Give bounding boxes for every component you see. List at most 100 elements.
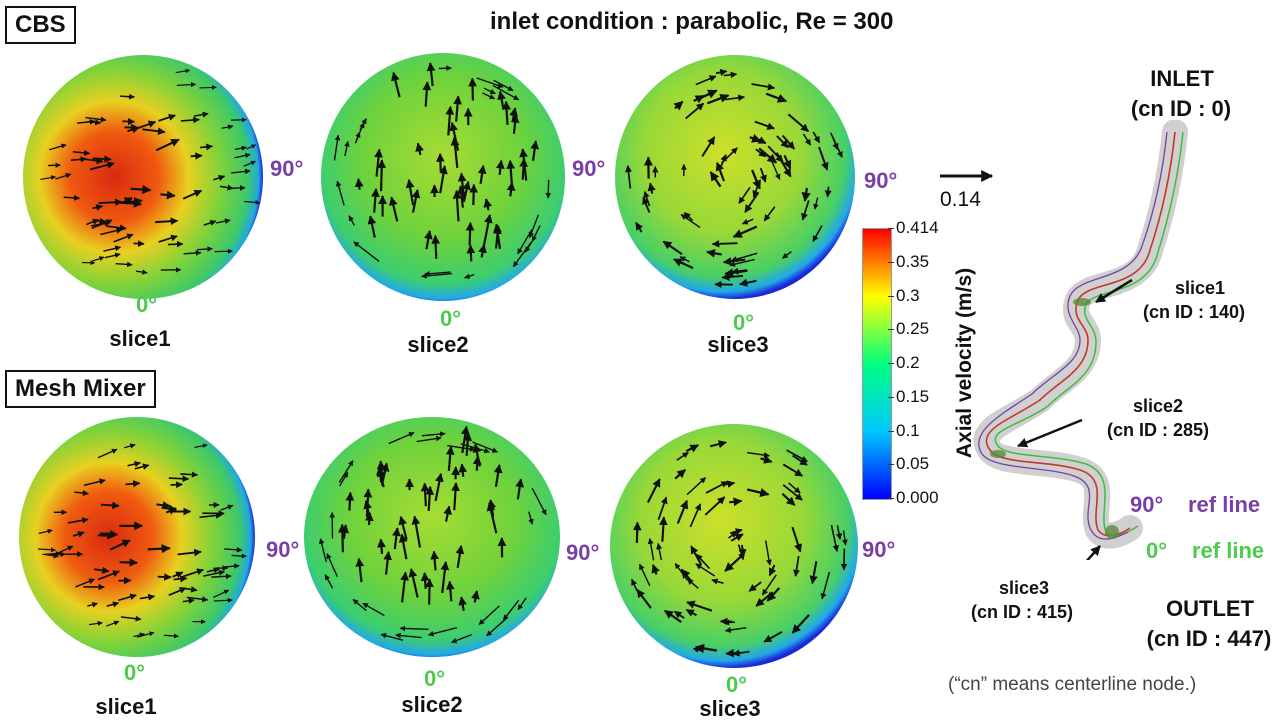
velocity-arrow <box>158 577 171 578</box>
meshmixer-slice2-disc <box>300 410 565 665</box>
colorbar-tick: 0.35 <box>896 252 929 272</box>
velocity-arrow <box>381 539 382 553</box>
velocity-arrow <box>131 189 151 190</box>
velocity-arrow <box>100 533 117 534</box>
mm-slice2-zero-deg: 0° <box>424 666 445 692</box>
velocity-arrow <box>231 555 246 556</box>
velocity-arrow <box>506 102 507 125</box>
velocity-arrow <box>470 245 471 261</box>
velocity-arrow <box>435 236 436 259</box>
ref0-angle: 0° <box>1146 538 1167 564</box>
colorbar-tick-mark <box>888 464 894 465</box>
velocity-arrow <box>729 501 741 502</box>
colorbar-tick: 0.25 <box>896 319 929 339</box>
row-label-mesh-mixer: Mesh Mixer <box>5 370 156 408</box>
inlet-id: (cn ID : 0) <box>1106 96 1256 122</box>
colorbar <box>862 228 892 500</box>
mm-slice1-label: slice1 <box>56 694 196 720</box>
mm-slice2-label: slice2 <box>362 692 502 718</box>
colorbar-tick-mark <box>888 431 894 432</box>
colorbar-tick-mark <box>888 262 894 263</box>
velocity-arrow <box>473 185 474 205</box>
cbs-slice1-ninety-deg: 90° <box>270 156 303 182</box>
velocity-arrow <box>440 154 441 171</box>
vessel-slice2-label: slice2 <box>1118 396 1198 417</box>
vessel-slice3-id: (cn ID : 415) <box>952 602 1092 623</box>
velocity-arrow <box>155 221 177 222</box>
velocity-arrow <box>98 535 114 536</box>
outlet-label: OUTLET <box>1140 596 1280 622</box>
cbs-slice3-disc <box>610 52 860 302</box>
colorbar-tick-mark <box>888 329 894 330</box>
colorbar-tick-mark <box>888 397 894 398</box>
vessel-slice3-label: slice3 <box>984 578 1064 599</box>
cbs-slice1-zero-deg: 0° <box>136 292 157 318</box>
velocity-arrow <box>199 87 216 88</box>
mm-slice1-zero-deg: 0° <box>124 660 145 686</box>
velocity-arrow <box>169 478 189 479</box>
velocity-arrow <box>214 600 232 601</box>
colorbar-tick-mark <box>888 296 894 297</box>
colorbar-tick: 0.414 <box>896 218 939 238</box>
colorbar-tick: 0.2 <box>896 353 920 373</box>
mm-slice3-label: slice3 <box>660 696 800 722</box>
colorbar-tick: 0.3 <box>896 286 920 306</box>
velocity-arrow <box>425 483 426 506</box>
vessel-slice1-id: (cn ID : 140) <box>1124 302 1264 323</box>
velocity-arrow <box>472 78 473 100</box>
cbs-slice1-disc <box>18 52 268 302</box>
velocity-arrow <box>828 187 829 197</box>
velocity-arrow <box>434 551 436 570</box>
velocity-arrow <box>470 223 471 246</box>
mm-slice2-ninety-deg: 90° <box>566 540 599 566</box>
velocity-arrow <box>462 464 463 476</box>
velocity-arrow <box>349 493 350 511</box>
vessel-slice1-label: slice1 <box>1160 278 1240 299</box>
velocity-arrow <box>477 456 478 470</box>
meshmixer-slice3-disc <box>604 420 864 672</box>
velocity-arrow <box>92 158 110 159</box>
ref90-angle: 90° <box>1130 492 1163 518</box>
centerline-note: (“cn” means centerline node.) <box>948 674 1196 696</box>
velocity-arrow <box>381 160 382 191</box>
velocity-arrow <box>191 156 202 157</box>
velocity-arrow <box>126 483 140 484</box>
velocity-arrow <box>662 517 663 541</box>
ref90-label: ref line <box>1188 492 1260 518</box>
colorbar-tick: 0.05 <box>896 454 929 474</box>
colorbar-tick: 0.1 <box>896 421 920 441</box>
colorbar-tick-mark <box>888 228 894 229</box>
vessel-slice2-id: (cn ID : 285) <box>1088 420 1228 441</box>
cbs-slice3-ninety-deg: 90° <box>864 168 897 194</box>
meshmixer-slice1-disc <box>12 412 262 662</box>
velocity-arrow <box>358 179 359 190</box>
cbs-slice1-label: slice1 <box>70 326 210 352</box>
velocity-arrow <box>101 505 119 506</box>
velocity-arrow <box>180 474 197 475</box>
velocity-arrow <box>120 96 134 97</box>
velocity-arrow <box>637 522 638 542</box>
colorbar-tick: 0.000 <box>896 488 939 508</box>
velocity-arrow <box>120 562 137 563</box>
velocity-arrow <box>148 548 170 549</box>
velocity-arrow <box>99 202 122 203</box>
inlet-label: INLET <box>1112 66 1252 92</box>
cbs-slice2-label: slice2 <box>368 332 508 358</box>
velocity-arrow <box>160 194 174 195</box>
ref0-label: ref line <box>1192 538 1264 564</box>
mm-slice3-zero-deg: 0° <box>726 672 747 698</box>
mm-slice3-ninety-deg: 90° <box>862 537 895 563</box>
cbs-slice2-disc <box>318 50 568 305</box>
cbs-slice3-label: slice3 <box>668 332 808 358</box>
colorbar-tick: 0.15 <box>896 387 929 407</box>
outlet-id: (cn ID : 447) <box>1134 626 1284 652</box>
velocity-arrow <box>712 243 737 244</box>
cbs-slice2-ninety-deg: 90° <box>572 156 605 182</box>
velocity-arrow <box>168 244 183 245</box>
velocity-arrow <box>171 484 183 485</box>
velocity-arrow <box>380 467 382 482</box>
mm-slice1-ninety-deg: 90° <box>266 537 299 563</box>
velocity-arrow <box>425 573 426 589</box>
velocity-arrow <box>342 525 343 553</box>
colorbar-tick-mark <box>888 363 894 364</box>
